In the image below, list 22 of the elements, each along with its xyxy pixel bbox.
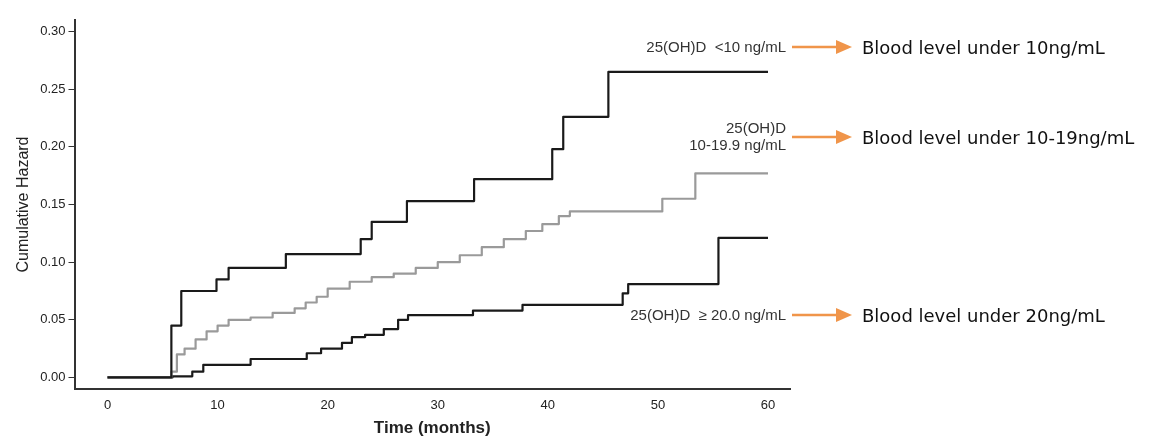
series-label: 25(OH)D 10-19.9 ng/mL: [689, 119, 787, 154]
y-tick-label: 0.10: [40, 253, 66, 269]
x-tick-label: 40: [540, 397, 556, 413]
series-label: 25(OH)D ≥ 20.0 ng/mL: [630, 305, 786, 323]
x-tick-label: 50: [650, 397, 666, 413]
x-tick-label: 30: [430, 397, 445, 413]
y-tick-label: 0.25: [40, 80, 66, 96]
y-tick-label: 0.00: [40, 369, 66, 385]
x-tick-label: 0: [103, 397, 112, 413]
x-tick-label: 10: [210, 397, 225, 413]
y-tick-label: 0.30: [40, 23, 66, 39]
series-label: 25(OH)D <10 ng/mL: [646, 37, 786, 55]
text: Blood level under 10ng/mL: [862, 36, 1105, 58]
text: Blood level under 20ng/mL: [862, 304, 1105, 326]
x-axis-title: Time (months): [373, 418, 491, 438]
x-tick-label: 20: [320, 397, 335, 413]
y-tick-label: 0.15: [40, 196, 66, 212]
text: Blood level under 10-19ng/mL: [862, 126, 1135, 148]
x-tick-label: 60: [760, 397, 776, 413]
y-tick-label: 0.05: [40, 311, 66, 327]
y-axis-title: Cumulative Hazard: [14, 136, 32, 273]
y-tick-label: 0.20: [40, 138, 66, 154]
